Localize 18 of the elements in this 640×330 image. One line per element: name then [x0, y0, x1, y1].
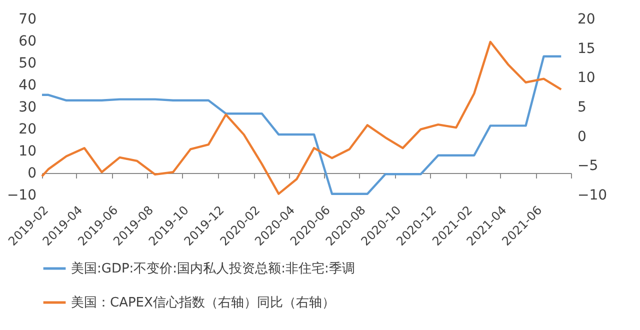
y-tick-label: 70 — [18, 12, 36, 28]
y2-tick-label: 5 — [578, 100, 586, 116]
y2-tick-label: 20 — [578, 12, 596, 28]
legend-label: 美国:GDP:不变价:国内私人投资总额:非住宅:季调 — [71, 260, 355, 276]
y2-tick-label: 10 — [578, 70, 596, 86]
y-tick-label: −10 — [6, 188, 36, 204]
legend-label: 美国：CAPEX信心指数（右轴）同比（右轴） — [71, 294, 335, 310]
y-tick-label: 30 — [18, 100, 36, 116]
y2-tick-label: −10 — [578, 188, 608, 204]
y-tick-label: 10 — [18, 144, 36, 160]
y-tick-label: 50 — [18, 56, 36, 72]
y-tick-label: 40 — [18, 78, 36, 94]
y-tick-label: 0 — [28, 166, 36, 182]
y2-tick-label: 0 — [578, 128, 586, 145]
y-tick-label: 20 — [18, 122, 36, 138]
y-tick-label: 60 — [18, 34, 36, 50]
y2-tick-label: 15 — [578, 40, 596, 57]
y2-tick-label: −5 — [578, 158, 598, 174]
